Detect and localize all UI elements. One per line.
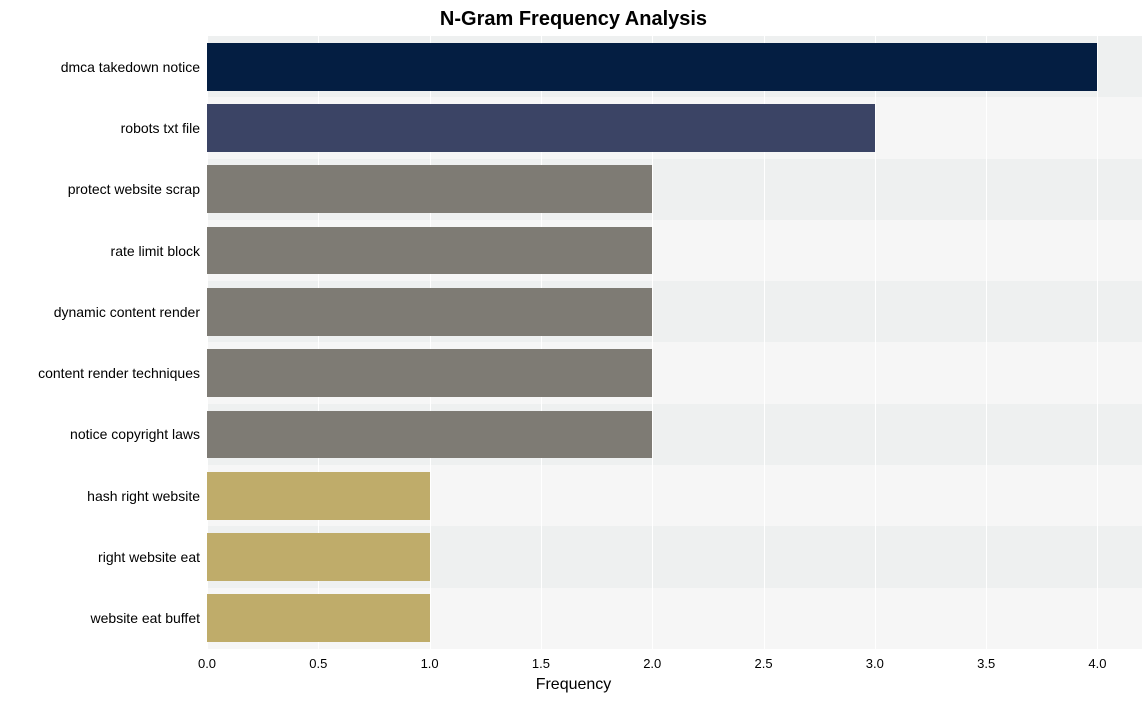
y-tick-label: dmca takedown notice	[61, 59, 200, 75]
gridline	[875, 36, 876, 649]
y-tick-label: content render techniques	[38, 365, 200, 381]
y-tick-label: notice copyright laws	[70, 426, 200, 442]
y-tick-label: robots txt file	[121, 120, 200, 136]
x-tick-label: 3.0	[866, 656, 884, 671]
y-tick-label: hash right website	[87, 488, 200, 504]
chart-bar	[207, 594, 430, 642]
chart-bar	[207, 165, 652, 213]
chart-bar	[207, 288, 652, 336]
chart-bar	[207, 533, 430, 581]
y-tick-label: rate limit block	[111, 243, 200, 259]
chart-bar	[207, 104, 875, 152]
x-tick-label: 1.0	[421, 656, 439, 671]
y-tick-label: protect website scrap	[68, 181, 200, 197]
x-tick-label: 0.0	[198, 656, 216, 671]
x-axis-title: Frequency	[0, 676, 1147, 694]
x-tick-label: 4.0	[1088, 656, 1106, 671]
plot-area	[207, 36, 1142, 649]
x-tick-label: 3.5	[977, 656, 995, 671]
gridline	[986, 36, 987, 649]
chart-bar	[207, 472, 430, 520]
x-tick-label: 0.5	[309, 656, 327, 671]
y-tick-label: dynamic content render	[54, 304, 200, 320]
chart-bar	[207, 349, 652, 397]
chart-bar	[207, 411, 652, 459]
chart-bar	[207, 227, 652, 275]
gridline	[1097, 36, 1098, 649]
x-tick-label: 2.0	[643, 656, 661, 671]
y-tick-label: right website eat	[98, 549, 200, 565]
y-tick-label: website eat buffet	[91, 610, 200, 626]
chart-title: N-Gram Frequency Analysis	[0, 8, 1147, 31]
x-tick-label: 1.5	[532, 656, 550, 671]
ngram-frequency-chart: N-Gram Frequency Analysis Frequency 0.0 0…	[0, 0, 1147, 701]
chart-bar	[207, 43, 1097, 91]
x-tick-label: 2.5	[755, 656, 773, 671]
